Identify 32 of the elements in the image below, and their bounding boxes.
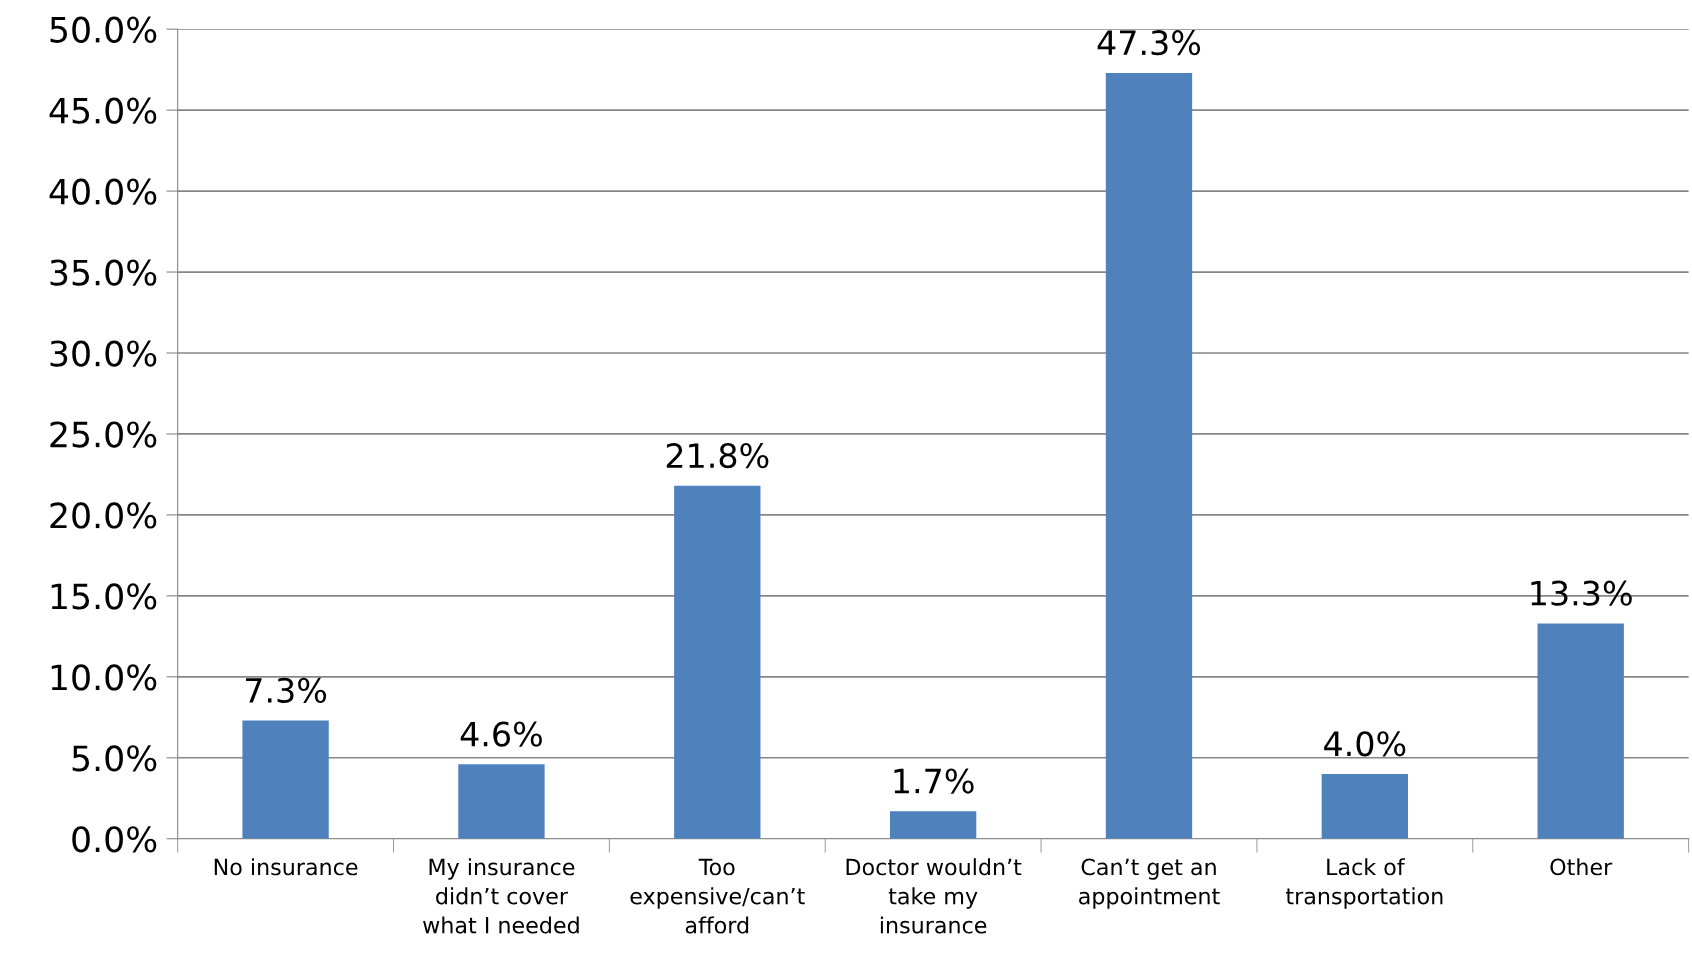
x-tick-label: Too expensive/can’t afford bbox=[630, 858, 805, 934]
data-label: 21.8% bbox=[666, 442, 769, 469]
x-tick-label: My insurance didn’t cover what I needed bbox=[423, 858, 579, 934]
y-tick-label: 45.0% bbox=[49, 97, 157, 124]
data-label: 1.7% bbox=[894, 768, 974, 794]
y-tick-label: 30.0% bbox=[50, 340, 157, 367]
data-label: 13.3% bbox=[1531, 580, 1632, 606]
x-tick-label: Lack of transportation bbox=[1286, 858, 1443, 909]
data-label: 4.0% bbox=[1324, 731, 1406, 757]
bar bbox=[1321, 773, 1409, 839]
x-tick-label: Other bbox=[1550, 858, 1613, 876]
bar bbox=[458, 764, 545, 839]
bar bbox=[1537, 623, 1624, 839]
bar bbox=[242, 720, 329, 839]
y-tick-label: 20.0% bbox=[50, 502, 157, 529]
y-tick-label: 10.0% bbox=[51, 664, 157, 691]
y-tick-label: 0.0% bbox=[72, 826, 157, 853]
data-label: 4.6% bbox=[460, 721, 542, 747]
bar bbox=[674, 485, 761, 839]
y-tick-label: 35.0% bbox=[50, 259, 157, 286]
x-tick-label: Can’t get an appointment bbox=[1079, 858, 1220, 909]
x-tick-label: No insurance bbox=[214, 858, 358, 876]
y-tick-label: 5.0% bbox=[72, 745, 157, 772]
y-tick-label: 40.0% bbox=[49, 178, 157, 205]
x-tick-label: Doctor wouldn’t take my insurance bbox=[846, 858, 1022, 934]
y-tick-label: 50.0% bbox=[50, 16, 157, 43]
data-label: 7.3% bbox=[245, 677, 327, 703]
data-label: 47.3% bbox=[1097, 30, 1201, 56]
y-tick-label: 15.0% bbox=[51, 583, 157, 610]
bar bbox=[1105, 72, 1193, 839]
bar bbox=[889, 811, 977, 839]
y-tick-label: 25.0% bbox=[50, 421, 157, 448]
